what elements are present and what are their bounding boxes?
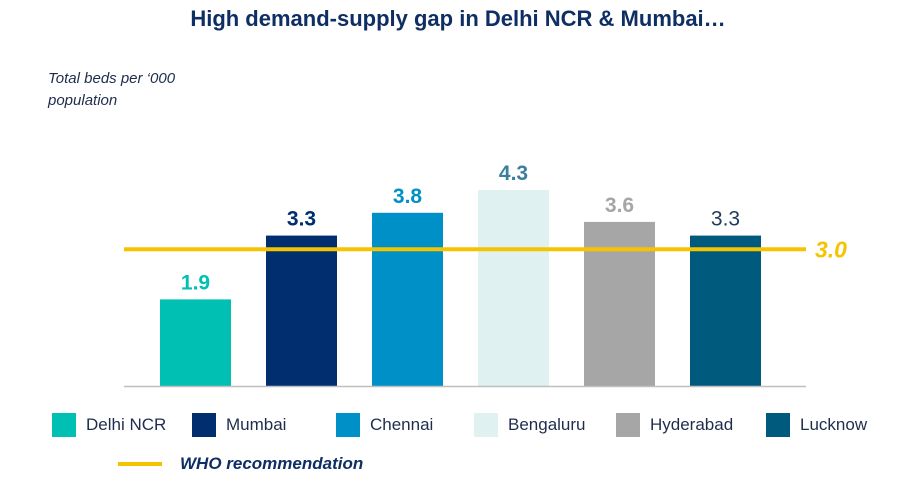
bar-bengaluru [478, 190, 549, 386]
legend-swatch [474, 413, 498, 437]
legend-swatch [766, 413, 790, 437]
legend-item-delhi-ncr: Delhi NCR [52, 412, 166, 438]
legend-label: Delhi NCR [86, 415, 167, 434]
legend-item-hyderabad: Hyderabad [616, 412, 733, 438]
bar-chennai [372, 212, 443, 386]
legend-label: Bengaluru [508, 415, 586, 434]
bar-value-label: 3.3 [711, 208, 740, 231]
legend-item-mumbai: Mumbai [192, 412, 286, 438]
legend-item-chennai: Chennai [336, 412, 433, 438]
legend-swatch [52, 413, 76, 437]
bar-value-label: 3.6 [605, 194, 634, 217]
bar-value-label: 1.9 [181, 271, 210, 294]
y-axis-label: Total beds per ‘000 population [48, 70, 176, 109]
bar-delhi-ncr [160, 299, 231, 386]
who-reference-value-label: 3.0 [815, 236, 847, 262]
legend-item-bengaluru: Bengaluru [474, 412, 586, 438]
bar-value-label: 4.3 [499, 162, 528, 185]
legend-item-lucknow: Lucknow [766, 412, 867, 438]
legend-swatch [616, 413, 640, 437]
legend-label-who: WHO recommendation [180, 454, 364, 473]
bar-hyderabad [584, 221, 655, 386]
bar-mumbai [266, 235, 337, 386]
bar-lucknow [690, 235, 761, 386]
legend-label: Mumbai [226, 415, 287, 434]
legend-line-who [118, 462, 162, 466]
legend-label: Hyderabad [650, 415, 734, 434]
legend-label: Chennai [370, 415, 434, 434]
bar-chart: 1.9 3.3 3.8 4.3 3.6 3.3 3.0 [124, 162, 847, 388]
legend-label: Lucknow [800, 415, 868, 434]
bar-value-labels: 1.9 3.3 3.8 4.3 3.6 3.3 [181, 162, 740, 294]
legend-swatch [192, 413, 216, 437]
bar-value-label: 3.3 [287, 208, 316, 231]
bar-value-label: 3.8 [393, 185, 423, 208]
bars-group [160, 190, 761, 386]
legend-item-who: WHO recommendation [118, 452, 363, 476]
chart-title: High demand-supply gap in Delhi NCR & Mu… [190, 6, 726, 31]
legend-swatch [336, 413, 360, 437]
